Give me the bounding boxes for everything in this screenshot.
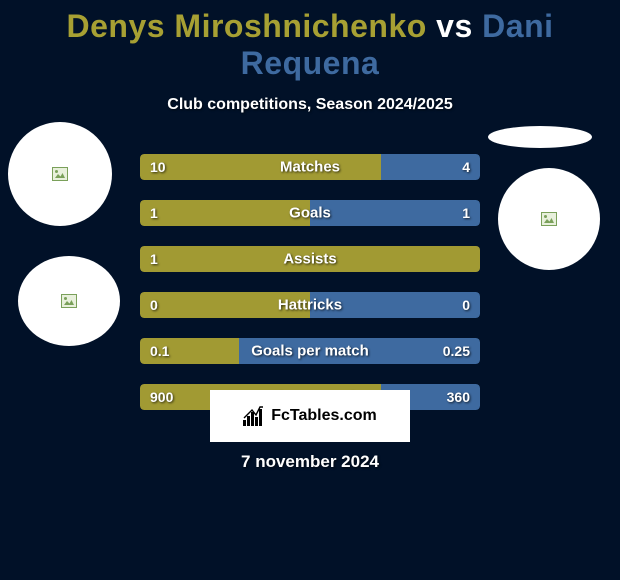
image-placeholder-icon [541,212,557,226]
subtitle: Club competitions, Season 2024/2025 [0,96,620,114]
bar-left [140,154,381,180]
bar-left [140,338,239,364]
bar-row: 0.10.25Goals per match [140,338,480,364]
image-placeholder-icon [61,294,77,308]
avatar-right-ellipse [488,126,592,148]
bar-right [310,292,480,318]
bar-container: 104Matches 11Goals 1Assists 00Hattricks 0.10… [140,154,480,430]
avatar-right [498,168,600,270]
brand-badge: FcTables.com [210,390,410,442]
bar-left [140,200,310,226]
bar-right [381,154,480,180]
image-placeholder-icon [52,167,68,181]
bar-right [239,338,480,364]
bar-row: 00Hattricks [140,292,480,318]
bar-row: 104Matches [140,154,480,180]
bar-row: 11Goals [140,200,480,226]
bar-left [140,246,480,272]
avatar-left-2 [18,256,120,346]
bar-left [140,292,310,318]
date-text: 7 november 2024 [241,452,379,472]
brand-text: FcTables.com [271,407,377,425]
avatar-left-1 [8,122,112,226]
fctables-logo-icon [243,406,265,426]
page-title: Denys Miroshnichenko vs Dani Requena [0,0,620,82]
player1-name: Denys Miroshnichenko [66,8,426,44]
bar-row: 1Assists [140,246,480,272]
vs-text: vs [436,8,473,44]
bar-right [310,200,480,226]
